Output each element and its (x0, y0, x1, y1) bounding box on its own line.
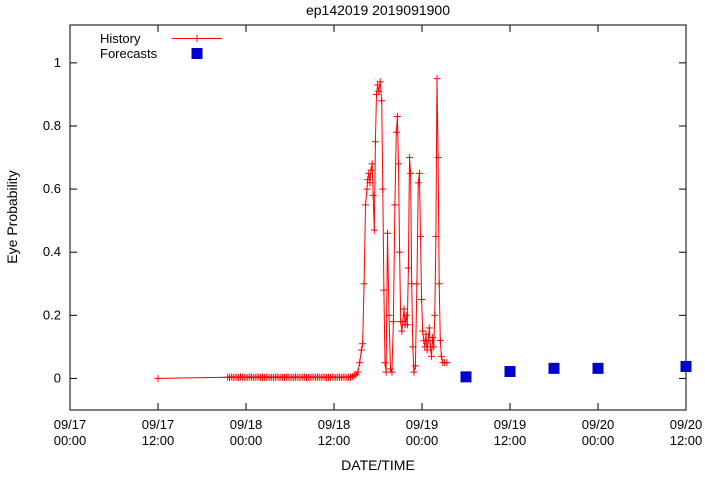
x-tick-label-time: 12:00 (494, 433, 527, 448)
x-tick-label-date: 09/19 (406, 417, 439, 432)
x-tick-label-date: 09/17 (54, 417, 87, 432)
x-axis-label: DATE/TIME (341, 457, 415, 473)
x-tick-label-time: 00:00 (582, 433, 615, 448)
y-tick-label: 0.2 (43, 307, 61, 322)
forecasts-point (680, 360, 692, 372)
legend-history-label: History (100, 31, 141, 46)
y-tick-label: 0.6 (43, 181, 61, 196)
x-tick-label-time: 00:00 (230, 433, 263, 448)
x-tick-label-date: 09/17 (142, 417, 175, 432)
forecasts-point (504, 366, 516, 377)
forecasts-point (460, 371, 472, 383)
chart-title: ep142019 2019091900 (306, 2, 450, 18)
y-tick-label: 0.4 (43, 244, 61, 259)
history-line (157, 78, 447, 379)
x-tick-label-time: 12:00 (142, 433, 175, 448)
x-tick-label-date: 09/18 (230, 417, 263, 432)
x-tick-label-date: 09/20 (582, 417, 615, 432)
y-tick-label: 1 (54, 55, 61, 70)
x-tick-label-date: 09/18 (318, 417, 351, 432)
x-tick-label-time: 00:00 (54, 433, 87, 448)
x-tick-label-date: 09/20 (670, 417, 703, 432)
y-tick-label: 0 (54, 370, 61, 385)
forecasts-point (592, 362, 604, 374)
x-tick-label-date: 09/19 (494, 417, 527, 432)
x-tick-label-time: 12:00 (318, 433, 351, 448)
x-tick-label-time: 00:00 (406, 433, 439, 448)
legend-forecasts-label: Forecasts (100, 46, 158, 61)
legend-forecasts-sample-marker (191, 48, 203, 59)
y-axis-label: Eye Probability (4, 170, 20, 263)
plot-border (69, 24, 687, 411)
plot-dynamic-layer: 09/1700:0009/1712:0009/1800:0009/1812:00… (43, 24, 703, 448)
forecasts-point (548, 362, 560, 374)
y-tick-label: 0.8 (43, 118, 61, 133)
x-tick-label-time: 12:00 (670, 433, 703, 448)
